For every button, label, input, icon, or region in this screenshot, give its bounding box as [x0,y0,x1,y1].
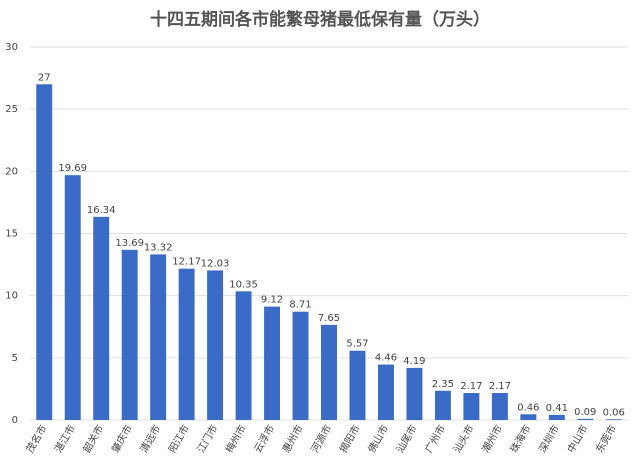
value-label: 13.69 [115,238,144,249]
x-tick-label: 江门市 [194,423,220,455]
value-label: 19.69 [58,163,87,174]
value-label: 10.35 [229,279,258,290]
x-tick-label: 中山市 [564,423,590,455]
x-tick-label: 阳江市 [166,423,192,455]
value-label: 4.19 [403,356,425,367]
bar [491,393,508,420]
bar [64,175,81,420]
bar [349,350,366,420]
y-tick-label: 5 [12,353,18,364]
value-label: 12.03 [201,258,230,269]
value-label: 0.06 [603,407,625,418]
x-tick-label: 东莞市 [593,423,619,455]
x-tick-label: 云浮市 [251,423,277,455]
bar [235,291,252,420]
bar [434,390,451,420]
x-tick-label: 珠海市 [507,423,533,455]
value-label: 2.35 [432,379,454,390]
chart-title: 十四五期间各市能繁母猪最低保有量（万头） [150,9,490,30]
y-tick-label: 25 [5,104,18,115]
value-label: 0.46 [517,402,539,413]
value-label: 13.32 [144,242,173,253]
bar [463,393,480,420]
y-tick-label: 10 [5,291,18,302]
x-tick-label: 汕尾市 [393,423,419,455]
bar [292,311,309,420]
value-label: 27 [38,72,51,83]
x-tick-label: 潮州市 [479,423,505,455]
value-label: 0.41 [546,403,568,414]
bar [150,254,167,420]
x-tick-label: 广州市 [422,423,448,455]
bar [377,364,394,420]
x-tick-label: 惠州市 [279,423,305,455]
value-label: 4.46 [375,353,397,364]
value-label: 9.12 [261,295,283,306]
x-tick-label: 河源市 [308,423,334,455]
bar [321,324,337,420]
bar [406,367,423,420]
value-label: 12.17 [172,257,201,268]
x-tick-label: 茂名市 [23,423,49,455]
y-tick-label: 15 [5,229,18,240]
x-tick-label: 汕头市 [450,423,476,455]
value-label: 2.17 [489,381,511,392]
bar [93,216,110,420]
y-tick-label: 30 [5,42,18,53]
x-tick-label: 清远市 [137,423,163,455]
x-tick-label: 揭阳市 [336,423,362,455]
y-tick-label: 0 [12,415,18,426]
x-tick-label: 佛山市 [365,423,391,455]
bar [207,270,224,420]
value-label: 2.17 [460,381,482,392]
y-tick-label: 20 [5,166,18,177]
bar [178,268,195,420]
value-label: 0.09 [574,407,596,418]
x-tick-label: 深圳市 [536,423,562,455]
value-label: 5.57 [346,339,368,350]
bar [577,418,594,420]
x-tick-label: 湛江市 [52,423,78,455]
value-label: 7.65 [318,313,340,324]
bar [121,249,138,420]
bar [605,419,622,420]
value-label: 8.71 [289,300,311,311]
value-label: 16.34 [87,205,116,216]
bar [36,84,53,421]
bar [548,414,565,420]
bar [520,414,537,420]
x-tick-label: 肇庆市 [109,423,135,455]
x-tick-label: 韶关市 [80,423,106,455]
bar [264,306,281,420]
x-tick-label: 梅州市 [223,423,249,455]
